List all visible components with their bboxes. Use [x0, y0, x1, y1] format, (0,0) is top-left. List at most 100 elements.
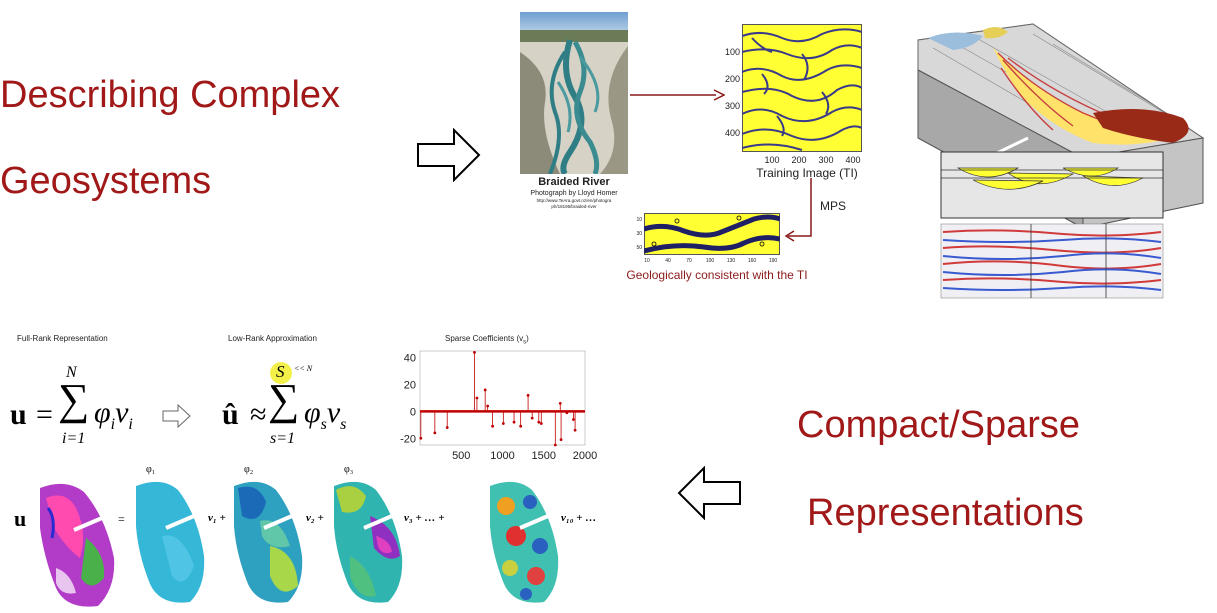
- stem-marker: [486, 404, 490, 408]
- x-tick-label: 1500: [532, 450, 556, 462]
- mps-caption: Geologically consistent with the TI: [626, 268, 808, 282]
- stem-marker: [572, 418, 575, 421]
- low-u-hat: û: [222, 398, 239, 431]
- mps-x-tick: 10: [644, 258, 650, 264]
- stem-marker: [445, 426, 449, 429]
- stem-marker: [501, 422, 505, 425]
- x-tick-label: 2000: [573, 450, 597, 462]
- sigma-icon: ∑: [58, 375, 90, 424]
- basis-map-1: [136, 481, 205, 603]
- stem-marker: [537, 420, 541, 424]
- stem-marker: [526, 393, 530, 397]
- stem-marker: [558, 401, 562, 405]
- highlight-circle: [270, 362, 292, 384]
- ti-y-axis: 100 200 300 400: [725, 47, 740, 138]
- full-phi: φivi: [94, 396, 133, 433]
- ti-x-tick: 200: [791, 155, 806, 165]
- mps-realization: [644, 213, 780, 255]
- ti-x-tick: 100: [764, 155, 779, 165]
- y-tick-label: -20: [400, 433, 416, 445]
- mps-x-tick: 130: [727, 258, 736, 264]
- x-tick-label: 500: [452, 450, 470, 462]
- river-url-line1: http://www.TeAra.govt.nz/en/photogra: [536, 198, 612, 203]
- mps-x-tick: 40: [665, 258, 671, 264]
- low-approx: ≈: [250, 398, 267, 431]
- full-field-map: [40, 483, 115, 607]
- mps-y-tick: 30: [636, 231, 642, 237]
- mps-label: MPS: [820, 199, 847, 213]
- heading-compact-line1: Compact/Sparse: [797, 404, 1081, 446]
- chart-plot-area: [419, 350, 586, 446]
- training-image: [742, 24, 862, 152]
- sigma-icon: ∑: [268, 375, 300, 424]
- heading-describing-line1: Describing Complex: [0, 74, 341, 116]
- mps-x-tick: 70: [686, 258, 692, 264]
- river-to-ti-arrow: [630, 89, 725, 101]
- y-tick-label: 40: [404, 353, 416, 365]
- stem-marker: [483, 388, 487, 392]
- ti-y-tick: 200: [725, 74, 740, 84]
- y-tick-label: 0: [410, 406, 416, 418]
- stem-marker: [433, 431, 437, 435]
- phi3-label: φ₃: [344, 464, 354, 475]
- basis-map-2: [234, 481, 303, 603]
- y-tick-label: 20: [404, 380, 416, 392]
- stem-marker: [419, 436, 423, 440]
- ti-y-tick: 300: [725, 101, 740, 111]
- river-url-line2: ph/18195/braided-river: [551, 204, 597, 209]
- basis-u: u: [14, 506, 27, 531]
- stem-marker: [530, 416, 534, 420]
- stem-marker: [559, 438, 563, 442]
- geology-block-diagram: [917, 23, 1205, 299]
- v1-label: v₁ +: [208, 512, 226, 524]
- phi2-label: φ₂: [244, 464, 254, 475]
- ti-x-tick: 400: [845, 155, 860, 165]
- ti-y-tick: 400: [725, 128, 740, 138]
- full-rank-title: Full-Rank Representation: [17, 334, 108, 343]
- low-sum-upper: S: [276, 362, 285, 381]
- sparse-title: Sparse Coefficients (vs): [445, 334, 529, 346]
- v10-label: v₁₀ + …: [561, 512, 597, 524]
- mps-y-axis: 10 30 50: [636, 217, 642, 251]
- v3-label: v₃ + … +: [404, 512, 445, 524]
- mps-x-tick: 100: [706, 258, 715, 264]
- s-note: << N: [294, 364, 313, 373]
- mps-y-tick: 50: [636, 245, 642, 251]
- x-tick-label: 1000: [490, 450, 514, 462]
- stem-marker: [512, 420, 516, 424]
- ti-x-tick: 300: [818, 155, 833, 165]
- river-caption: Braided River: [538, 176, 610, 188]
- heading-compact-line2: Representations: [807, 492, 1084, 534]
- mps-x-tick: 190: [769, 258, 778, 264]
- heading-describing-line2: Geosystems: [0, 160, 212, 202]
- low-rank-title: Low-Rank Approximation: [228, 334, 317, 343]
- stem-marker: [519, 424, 523, 428]
- mps-arrow: [784, 178, 812, 242]
- basis-map-3: [334, 481, 403, 603]
- stem-marker: [573, 428, 577, 432]
- ti-caption: Training Image (TI): [756, 166, 858, 180]
- ti-x-axis: 100 200 300 400: [764, 155, 860, 165]
- v2-label: v₂ +: [306, 512, 324, 524]
- phi1-label: φ₁: [146, 464, 156, 475]
- river-credit: Photograph by Lloyd Homer: [530, 190, 618, 197]
- sparse-coefficients-chart: -20 0 20 40 500 1000 1500 2000: [400, 350, 597, 462]
- stem-marker: [491, 424, 494, 428]
- low-phi: φsvs: [304, 396, 347, 433]
- left-arrow-icon: [677, 466, 741, 520]
- stem-marker: [475, 396, 479, 400]
- basis-map-10: [490, 481, 559, 603]
- full-sum-upper: N: [66, 364, 77, 381]
- full-sum-lower: i=1: [62, 430, 86, 447]
- braided-river-photo: [520, 12, 628, 174]
- mps-x-axis: 10 40 70 100 130 160 190: [644, 258, 778, 264]
- right-arrow-icon: [417, 128, 481, 182]
- basis-equals: =: [118, 512, 125, 526]
- low-sum-lower: s=1: [270, 430, 296, 447]
- full-equals: =: [36, 398, 53, 431]
- stem-marker: [473, 350, 476, 354]
- mps-x-tick: 160: [748, 258, 757, 264]
- full-u: u: [10, 398, 27, 431]
- stem-marker: [539, 422, 543, 425]
- stem-marker: [553, 443, 557, 447]
